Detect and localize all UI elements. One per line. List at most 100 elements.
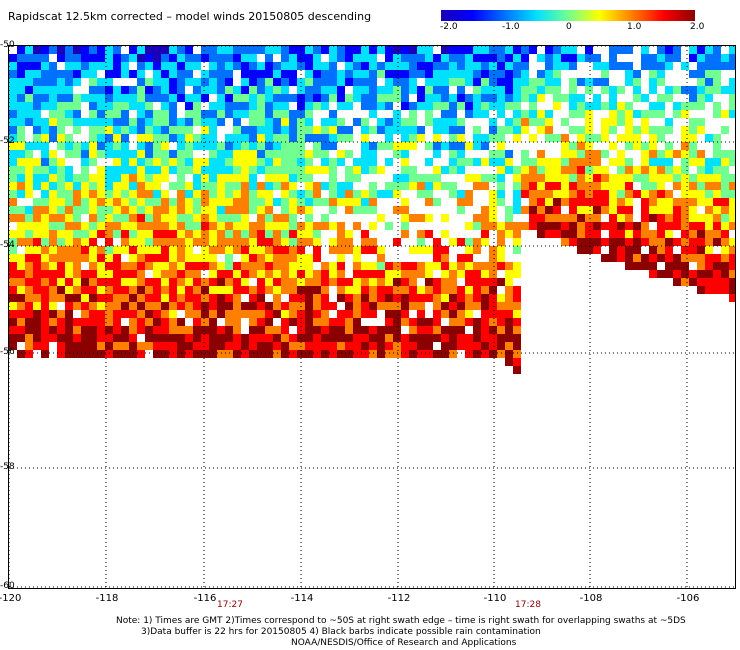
swath-cell <box>705 222 713 230</box>
swath-cell <box>305 134 313 142</box>
swath-cell <box>257 222 265 230</box>
swath-cell <box>233 342 241 350</box>
swath-cell <box>73 262 81 270</box>
swath-cell <box>497 46 505 54</box>
swath-cell <box>441 334 449 342</box>
swath-cell <box>153 142 161 150</box>
swath-cell <box>273 134 281 142</box>
swath-cell <box>233 334 241 342</box>
swath-cell <box>369 342 377 350</box>
swath-cell <box>209 190 217 198</box>
swath-cell <box>377 270 385 278</box>
swath-cell <box>73 294 81 302</box>
swath-cell <box>569 110 577 118</box>
swath-cell <box>233 350 241 358</box>
swath-cell <box>193 102 201 110</box>
swath-cell <box>689 254 697 262</box>
swath-cell <box>681 126 689 134</box>
swath-cell <box>217 246 225 254</box>
swath-cell <box>9 310 17 318</box>
swath-cell <box>169 246 177 254</box>
swath-cell <box>441 54 449 62</box>
swath-cell <box>57 182 65 190</box>
swath-cell <box>697 126 705 134</box>
swath-cell <box>401 86 409 94</box>
swath-cell <box>41 158 49 166</box>
swath-cell <box>57 286 65 294</box>
swath-cell <box>481 206 489 214</box>
swath-cell <box>153 286 161 294</box>
swath-cell <box>137 110 145 118</box>
swath-cell <box>673 46 681 54</box>
swath-cell <box>193 254 201 262</box>
swath-cell <box>41 262 49 270</box>
swath-cell <box>641 94 649 102</box>
swath-cell <box>121 302 129 310</box>
time-label-1728: 17:28 <box>515 600 541 610</box>
swath-cell <box>9 150 17 158</box>
swath-cell <box>401 158 409 166</box>
swath-cell <box>25 318 33 326</box>
swath-cell <box>377 118 385 126</box>
swath-cell <box>89 230 97 238</box>
swath-cell <box>505 214 513 222</box>
swath-cell <box>289 198 297 206</box>
swath-cell <box>681 262 689 270</box>
swath-cell <box>369 222 377 230</box>
swath-cell <box>153 246 161 254</box>
swath-cell <box>681 190 689 198</box>
swath-cell <box>641 126 649 134</box>
swath-cell <box>545 222 553 230</box>
swath-cell <box>385 350 393 358</box>
swath-cell <box>161 262 169 270</box>
swath-cell <box>529 134 537 142</box>
swath-cell <box>385 326 393 334</box>
swath-cell <box>321 182 329 190</box>
swath-cell <box>489 86 497 94</box>
swath-cell <box>329 54 337 62</box>
swath-cell <box>193 350 201 358</box>
swath-cell <box>41 142 49 150</box>
swath-cell <box>657 270 665 278</box>
swath-cell <box>497 158 505 166</box>
swath-cell <box>49 182 57 190</box>
swath-cell <box>265 86 273 94</box>
swath-cell <box>313 278 321 286</box>
swath-cell <box>121 262 129 270</box>
swath-cell <box>209 230 217 238</box>
swath-cell <box>281 326 289 334</box>
swath-cell <box>329 206 337 214</box>
swath-cell <box>9 62 17 70</box>
swath-cell <box>273 94 281 102</box>
swath-cell <box>361 334 369 342</box>
swath-cell <box>545 118 553 126</box>
swath-cell <box>409 62 417 70</box>
swath-field <box>9 46 735 588</box>
swath-cell <box>337 334 345 342</box>
swath-cell <box>537 214 545 222</box>
swath-cell <box>177 78 185 86</box>
swath-cell <box>33 158 41 166</box>
swath-cell <box>57 222 65 230</box>
swath-cell <box>25 262 33 270</box>
swath-cell <box>433 166 441 174</box>
swath-cell <box>465 254 473 262</box>
swath-cell <box>457 310 465 318</box>
swath-cell <box>241 238 249 246</box>
swath-cell <box>177 342 185 350</box>
swath-cell <box>673 270 681 278</box>
swath-cell <box>425 190 433 198</box>
swath-cell <box>345 70 353 78</box>
swath-cell <box>233 238 241 246</box>
swath-cell <box>233 206 241 214</box>
swath-cell <box>497 342 505 350</box>
swath-cell <box>249 150 257 158</box>
swath-cell <box>417 286 425 294</box>
swath-cell <box>337 198 345 206</box>
swath-cell <box>161 118 169 126</box>
swath-cell <box>49 334 57 342</box>
swath-cell <box>129 278 137 286</box>
swath-cell <box>57 278 65 286</box>
swath-cell <box>249 198 257 206</box>
swath-cell <box>505 334 513 342</box>
